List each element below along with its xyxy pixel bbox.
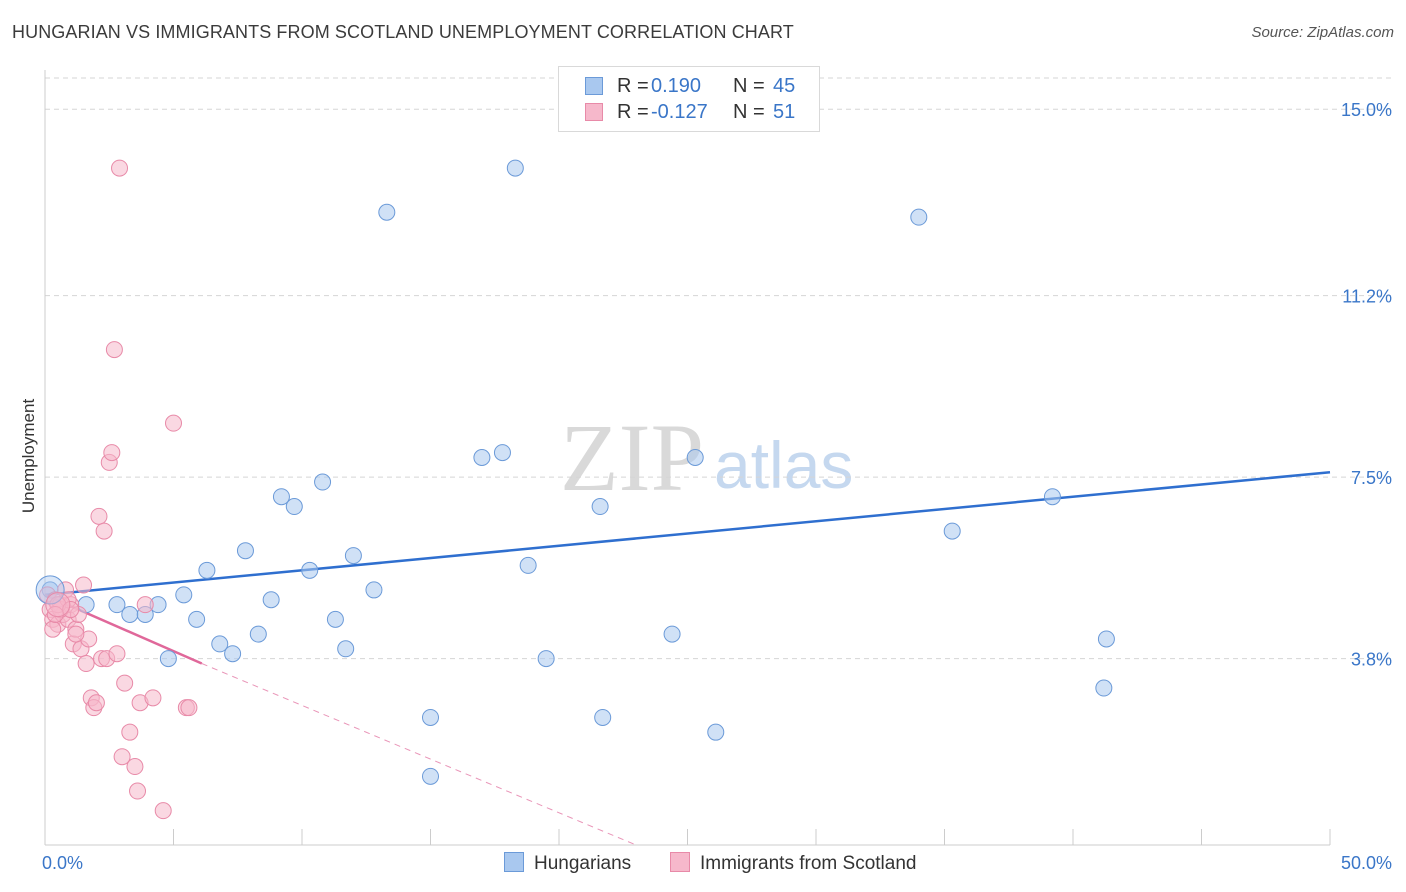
r-label: R = <box>617 75 649 97</box>
hungarian-point <box>686 449 704 466</box>
scotland-point <box>75 576 93 594</box>
hungarian-point <box>422 767 439 785</box>
hungarian-point <box>285 498 303 516</box>
hungarian-point <box>594 708 612 726</box>
scotland-point <box>67 625 85 643</box>
r-label: R = <box>617 101 649 123</box>
n-value: 45 <box>773 75 796 97</box>
n-value: 51 <box>773 101 796 123</box>
hungarians-swatch <box>585 77 603 95</box>
hungarian-point <box>1095 679 1113 697</box>
scotland-point <box>111 159 129 177</box>
hungarian-point <box>910 208 928 226</box>
hungarian-point <box>337 640 355 658</box>
scotland-legend-swatch <box>670 852 690 872</box>
axis-labels: 3.8% 7.5% 11.2% 15.0% 0.0% 50.0% Unemployment <box>19 100 1392 873</box>
scotland-point <box>90 507 108 525</box>
source-label: Source: ZipAtlas.com <box>1251 24 1394 41</box>
scotland-point <box>180 699 198 717</box>
hungarian-point <box>1043 488 1061 506</box>
hungarian-point <box>211 635 229 653</box>
hungarian-point <box>506 159 524 177</box>
hungarian-point <box>121 605 139 623</box>
scotland-point <box>95 522 113 540</box>
hungarian-point <box>175 586 193 604</box>
hungarian-point <box>314 473 332 491</box>
hungarian-point <box>262 591 280 609</box>
hungarian-point <box>108 596 126 614</box>
scotland-point <box>154 802 172 820</box>
scotland-point <box>87 694 105 712</box>
scotland-point <box>121 723 139 741</box>
hungarian-point <box>493 444 511 462</box>
y-tick-label: 15.0% <box>1341 100 1392 120</box>
scotland-point <box>126 758 144 776</box>
hungarian-point <box>537 650 555 668</box>
n-label: N = <box>733 75 765 97</box>
gridlines <box>45 77 1392 660</box>
r-value: 0.190 <box>651 75 702 97</box>
scotland-point <box>165 414 182 432</box>
legend-item-hungarians[interactable]: Hungarians <box>504 852 631 875</box>
hungarian-point <box>365 581 383 599</box>
legend-label: Immigrants from Scotland <box>700 853 917 874</box>
y-tick-label: 11.2% <box>1342 287 1392 307</box>
scotland-point <box>144 689 162 707</box>
scotland-swatch <box>585 103 603 121</box>
hungarian-point <box>473 449 491 466</box>
axes <box>44 70 1331 846</box>
chart-title: HUNGARIAN VS IMMIGRANTS FROM SCOTLAND UN… <box>12 22 794 42</box>
legend-label: Hungarians <box>534 853 632 874</box>
hungarian-point <box>301 561 319 579</box>
hungarian-point <box>326 610 344 628</box>
scotland-point <box>62 601 80 619</box>
hungarian-point <box>943 522 961 540</box>
hungarian-point <box>249 625 267 643</box>
legend-item-scotland[interactable]: Immigrants from Scotland <box>670 852 916 875</box>
hungarian-point <box>188 610 206 628</box>
hungarian-point <box>591 498 609 516</box>
scotland-point <box>77 655 95 673</box>
scotland-point <box>116 674 134 692</box>
hungarian-point <box>236 542 254 560</box>
x-tick-label: 0.0% <box>42 853 83 873</box>
hungarian-point <box>663 625 681 643</box>
hungarian-point <box>159 650 177 668</box>
scotland-point <box>113 748 131 766</box>
y-tick-label: 3.8% <box>1351 650 1392 670</box>
correlation-stats-box: R = 0.190 N = 45 R = -0.127 N = 51 <box>558 66 820 132</box>
hungarian-point <box>198 561 216 579</box>
scotland-point <box>136 596 154 614</box>
hungarians-legend-swatch <box>504 852 524 872</box>
scotland-point <box>46 605 64 623</box>
hungarians-trend-line <box>44 470 1331 597</box>
hungarian-point-cluster <box>35 575 65 605</box>
scotland-point-cluster <box>45 592 71 618</box>
n-label: N = <box>733 101 765 123</box>
scotland-point <box>129 782 147 800</box>
hungarian-point <box>707 723 725 741</box>
y-axis-title: Unemployment <box>19 399 38 514</box>
x-tick-label: 50.0% <box>1341 853 1392 873</box>
y-tick-label: 7.5% <box>1351 468 1392 488</box>
scotland-trend-extension <box>201 663 637 846</box>
hungarian-point <box>344 547 362 565</box>
scotland-point <box>105 341 123 359</box>
scotland-point <box>103 444 121 462</box>
scotland-point <box>44 620 62 638</box>
hungarian-point <box>519 556 537 574</box>
watermark-atlas: atlas <box>714 428 853 502</box>
r-value: -0.127 <box>651 101 708 123</box>
hungarian-point <box>1097 630 1115 648</box>
hungarian-point <box>224 645 242 663</box>
hungarian-point <box>272 488 290 506</box>
hungarian-point <box>422 708 439 726</box>
watermark-zip: ZIP <box>560 404 704 511</box>
hungarian-point <box>378 203 396 221</box>
scotland-point <box>108 645 126 663</box>
